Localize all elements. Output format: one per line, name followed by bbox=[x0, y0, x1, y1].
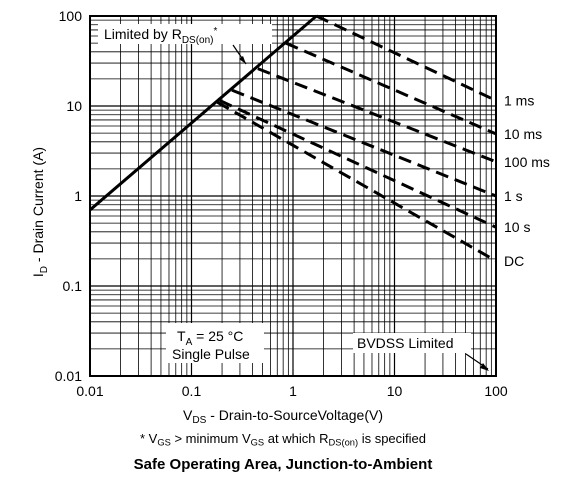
svg-text:BVDSS Limited: BVDSS Limited bbox=[357, 335, 453, 351]
soa-curves bbox=[89, 14, 497, 263]
series-label: 1 ms bbox=[504, 93, 534, 109]
chart-plot: 0.01 0.1 1 10 100 0.01 0.1 1 10 100 1 ms 10 ms 100 m… bbox=[30, 8, 550, 399]
series-line-2 bbox=[257, 67, 497, 164]
series-line-5 bbox=[216, 100, 497, 263]
series-label: 100 ms bbox=[504, 154, 550, 170]
x-axis-label: VDS - Drain-to-SourceVoltage(V) bbox=[183, 407, 383, 426]
y-tick-label: 0.01 bbox=[55, 368, 82, 384]
y-axis-label: ID - Drain Current (A) bbox=[30, 147, 50, 277]
y-tick-label: 1 bbox=[74, 188, 82, 204]
svg-text:Limited by RDS(on)*: Limited by RDS(on)* bbox=[104, 26, 218, 46]
conditions-annotation: TA = 25 °C Single Pulse bbox=[166, 323, 264, 363]
series-line-4 bbox=[219, 99, 497, 229]
series-line-1 bbox=[285, 41, 497, 136]
x-tick-label: 100 bbox=[484, 383, 508, 399]
plot-frame bbox=[89, 15, 497, 377]
tick-labels: 0.01 0.1 1 10 100 0.01 0.1 1 10 100 1 ms 10 ms 100 m… bbox=[55, 8, 550, 399]
x-tick-label: 0.01 bbox=[76, 383, 103, 399]
x-tick-label: 10 bbox=[387, 383, 403, 399]
series-line-0 bbox=[315, 14, 497, 102]
series-label: 10 s bbox=[504, 219, 530, 235]
svg-text:Single Pulse: Single Pulse bbox=[172, 346, 250, 362]
rds-arrow-head bbox=[239, 56, 246, 64]
x-tick-label: 0.1 bbox=[182, 383, 202, 399]
svg-text:TA = 25 °C: TA = 25 °C bbox=[177, 328, 243, 348]
bvdss-annotation: BVDSS Limited bbox=[353, 333, 489, 371]
rds-limit-annotation: Limited by RDS(on)* bbox=[98, 24, 272, 65]
footnote: * VGS > minimum VGS at which RDS(on) is … bbox=[139, 431, 427, 448]
rds-limit-line bbox=[89, 14, 318, 212]
y-tick-label: 0.1 bbox=[63, 278, 83, 294]
series-label: DC bbox=[504, 253, 524, 269]
bvdss-arrow-head bbox=[480, 363, 489, 371]
svg-text:ID - Drain Current (A): ID - Drain Current (A) bbox=[30, 147, 50, 277]
y-tick-label: 10 bbox=[66, 98, 82, 114]
y-tick-label: 100 bbox=[59, 8, 83, 24]
series-line-3 bbox=[231, 88, 497, 198]
series-label: 10 ms bbox=[504, 126, 542, 142]
grid-lines bbox=[89, 16, 496, 377]
series-label: 1 s bbox=[504, 188, 523, 204]
chart-caption: Safe Operating Area, Junction-to-Ambient bbox=[133, 456, 433, 473]
x-tick-label: 1 bbox=[289, 383, 297, 399]
